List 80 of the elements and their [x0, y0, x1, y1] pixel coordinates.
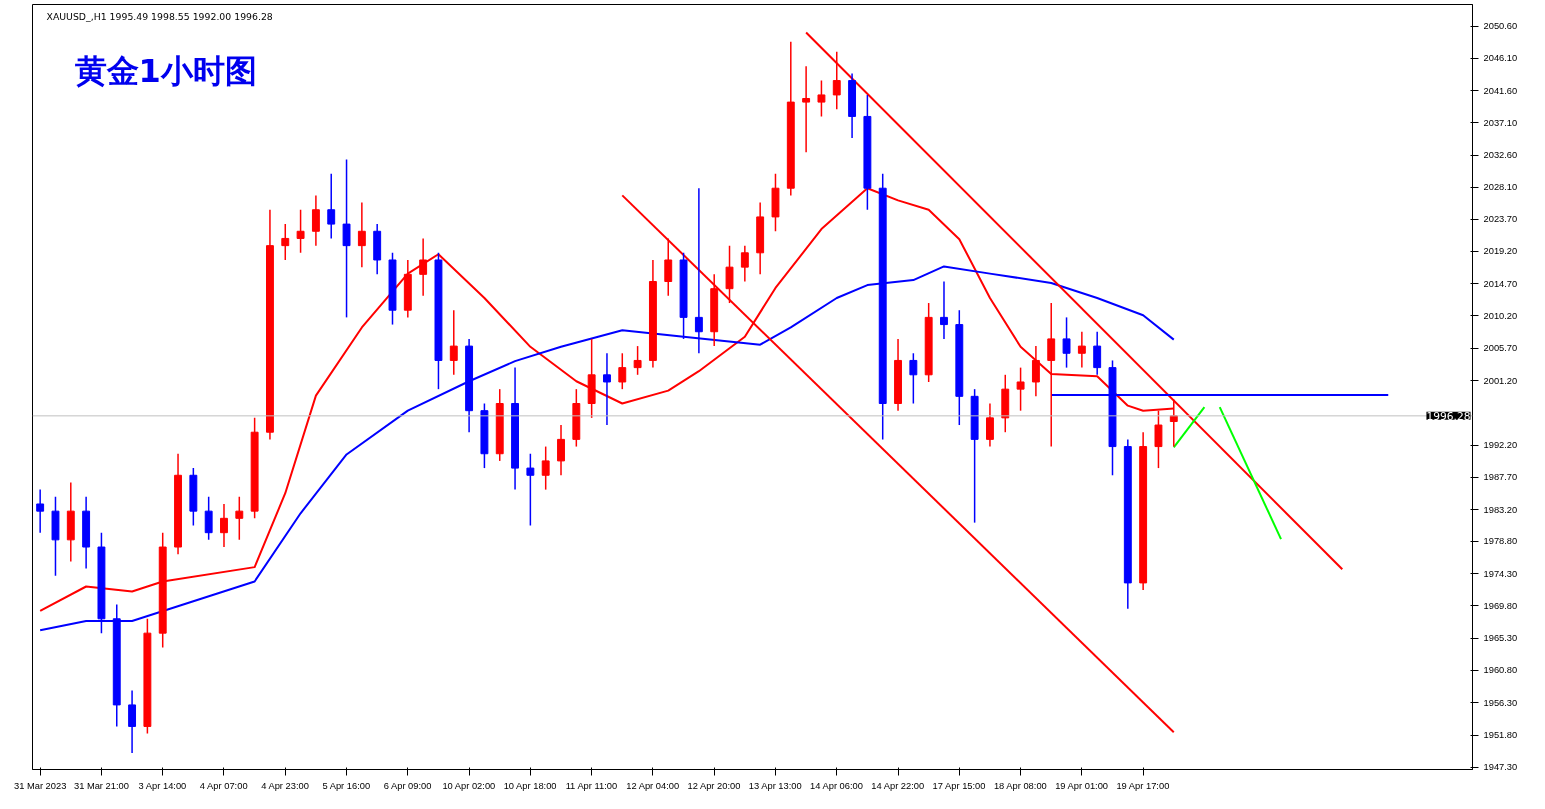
- candlestick: [940, 280, 948, 340]
- x-tick-label: 6 Apr 09:00: [383, 780, 432, 791]
- candlestick: [618, 352, 627, 390]
- x-tick-label: 11 Apr 11:00: [565, 780, 618, 791]
- candlestick: [1031, 345, 1040, 398]
- y-tick-label: 2010.20: [1483, 310, 1518, 321]
- y-tick-label: 1947.30: [1483, 762, 1518, 773]
- x-tick-label: 13 Apr 13:00: [748, 780, 802, 791]
- candlestick: [1154, 409, 1163, 469]
- x-tick-label: 31 Mar 21:00: [73, 780, 129, 791]
- candlestick: [725, 244, 734, 304]
- candlestick: [311, 194, 320, 247]
- annotation: XAUUSD_,H1 1995.49 1998.55 1992.00 1996.28: [46, 10, 273, 22]
- x-tick-label: 17 Apr 15:00: [932, 780, 986, 791]
- x-tick-label: 10 Apr 18:00: [503, 780, 557, 791]
- x-tick-label: 14 Apr 22:00: [871, 780, 925, 791]
- x-tick-label: 14 Apr 06:00: [810, 780, 863, 791]
- y-tick-label: 1969.80: [1483, 600, 1518, 611]
- candlestick: [128, 689, 137, 754]
- candlestick: [36, 488, 45, 534]
- candlestick: [1047, 302, 1056, 448]
- y-tick-label: 2023.70: [1483, 214, 1518, 225]
- candlestick: [909, 352, 918, 405]
- y-tick-label: 1983.20: [1483, 504, 1518, 515]
- y-tick-label: 2014.70: [1483, 278, 1518, 289]
- candlestick: [1016, 366, 1025, 412]
- candlestick: [1077, 330, 1086, 369]
- y-tick-label: 1987.70: [1483, 472, 1518, 483]
- candlestick: [541, 445, 550, 491]
- candlestick: [419, 237, 428, 297]
- x-tick-label: 4 Apr 07:00: [199, 780, 248, 791]
- y-tick-label: 1978.80: [1483, 536, 1518, 547]
- y-tick-label: 2032.60: [1483, 150, 1518, 161]
- x-tick-label: 3 Apr 14:00: [138, 780, 187, 791]
- candlestick: [802, 65, 811, 154]
- candlestick: [664, 237, 673, 297]
- x-tick-label: 31 Mar 2023: [13, 780, 67, 791]
- candlestick: [296, 208, 305, 254]
- candlestick: [204, 496, 213, 541]
- y-tick-label: 1960.80: [1483, 665, 1518, 676]
- y-tick-label: 2028.10: [1483, 182, 1518, 193]
- ref-line-label: 1996.28: [1426, 409, 1471, 423]
- y-tick-label: 2046.10: [1483, 53, 1518, 64]
- candlestick: [1062, 316, 1071, 369]
- candlestick: [557, 424, 565, 477]
- y-tick-label: 2019.20: [1483, 246, 1518, 257]
- x-tick-label: 12 Apr 04:00: [626, 780, 680, 791]
- candlestick: [986, 402, 994, 448]
- y-tick-label: 2005.70: [1483, 343, 1518, 354]
- candlestick: [740, 244, 749, 283]
- x-tick-label: 12 Apr 20:00: [687, 780, 741, 791]
- candlestick: [327, 173, 336, 240]
- x-tick-label: 10 Apr 02:00: [442, 780, 496, 791]
- candlestick: [832, 51, 841, 111]
- x-tick-label: 19 Apr 17:00: [1116, 780, 1170, 791]
- candlestick: [633, 345, 642, 376]
- y-tick-label: 2001.20: [1483, 375, 1518, 386]
- y-tick-label: 1965.30: [1483, 633, 1518, 644]
- x-tick-label: 19 Apr 01:00: [1055, 780, 1109, 791]
- candlestick: [603, 352, 611, 426]
- candlestick: [342, 158, 351, 319]
- y-tick-label: 2037.10: [1483, 117, 1518, 128]
- candlestick: [235, 496, 244, 541]
- candlestick: [526, 452, 535, 527]
- y-tick-label: 1974.30: [1483, 568, 1518, 579]
- candlestick: [357, 201, 366, 268]
- y-tick-label: 1951.80: [1483, 730, 1518, 741]
- y-tick-label: 2041.60: [1483, 85, 1518, 96]
- x-tick-label: 18 Apr 08:00: [993, 780, 1047, 791]
- candlestick: [817, 79, 826, 118]
- y-tick-label: 2050.60: [1483, 21, 1518, 32]
- candlestick: [281, 223, 290, 261]
- candlestick: [220, 503, 228, 548]
- text: 黄金1小时图: [74, 51, 257, 90]
- candlestick: [449, 309, 458, 376]
- x-tick-label: 5 Apr 16:00: [322, 780, 371, 791]
- x-tick-label: 4 Apr 23:00: [261, 780, 309, 791]
- candlestick: [1093, 330, 1102, 376]
- y-tick-label: 1992.20: [1483, 440, 1518, 451]
- y-tick-label: 1956.30: [1483, 697, 1518, 708]
